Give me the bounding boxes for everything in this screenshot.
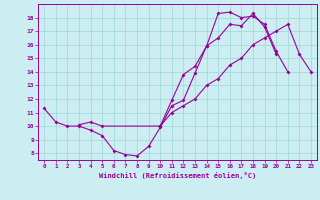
X-axis label: Windchill (Refroidissement éolien,°C): Windchill (Refroidissement éolien,°C) — [99, 172, 256, 179]
